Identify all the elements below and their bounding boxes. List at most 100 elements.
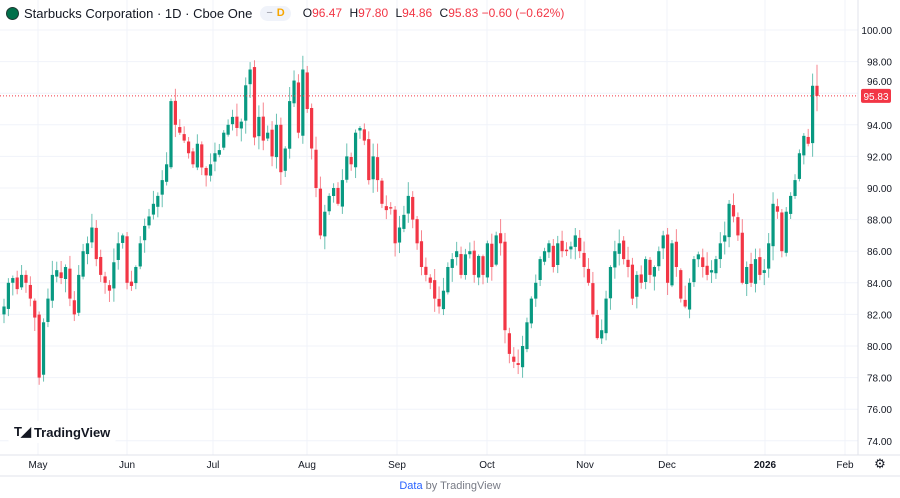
candle-body-up — [147, 216, 151, 226]
candle-body-up — [687, 282, 692, 310]
candle-body-up — [90, 227, 94, 243]
candle-body-up — [753, 259, 758, 284]
candle-body-down — [72, 300, 76, 315]
tradingview-watermark[interactable]: T◢ TradingView — [8, 421, 117, 443]
y-tick-label: 90.00 — [867, 184, 892, 195]
candle-body-down — [428, 277, 432, 283]
candle-body-up — [802, 135, 806, 156]
footer-attribution: Data by TradingView — [0, 480, 900, 492]
candle-body-up — [762, 270, 766, 273]
minus-icon: − — [266, 7, 273, 19]
candle-body-up — [327, 195, 331, 212]
x-tick-label: Jun — [119, 460, 135, 471]
candle-body-down — [674, 241, 678, 267]
candle-body-down — [490, 243, 494, 267]
candle-body-down — [459, 254, 463, 275]
candle-body-up — [208, 164, 213, 176]
candle-body-down — [780, 212, 784, 252]
candle-body-down — [665, 234, 670, 283]
y-tick-label: 100.00 — [861, 26, 892, 37]
candle-body-up — [745, 267, 749, 284]
x-tick-label: Nov — [576, 460, 594, 471]
candle-body-up — [397, 227, 402, 243]
y-tick-label: 84.00 — [867, 279, 892, 290]
candle-body-up — [692, 259, 696, 283]
candle-body-down — [182, 134, 186, 141]
candle-body-up — [556, 243, 560, 265]
candle-body-down — [424, 266, 428, 275]
candle-body-down — [758, 257, 762, 275]
candle-body-up — [226, 124, 230, 135]
candle-body-down — [411, 196, 415, 220]
candle-body-down — [384, 206, 388, 211]
candle-body-down — [103, 276, 107, 283]
candle-body-down — [367, 139, 371, 181]
x-tick-label: Dec — [658, 460, 676, 471]
candle-body-down — [279, 124, 283, 173]
settings-gear-icon[interactable]: ⚙ — [874, 456, 886, 471]
candle-body-down — [235, 116, 239, 128]
interval-badge[interactable]: − D — [260, 5, 291, 21]
y-tick-label: 86.00 — [867, 247, 892, 258]
candle-body-up — [767, 243, 771, 269]
candle-body-down — [679, 270, 683, 299]
candle-body-down — [261, 116, 265, 141]
candle-body-up — [723, 235, 727, 242]
y-tick-label: 88.00 — [867, 216, 892, 227]
tradingview-logo-icon: T◢ — [14, 424, 31, 439]
low-value: 94.86 — [402, 6, 433, 20]
candle-body-down — [336, 187, 340, 204]
candle-body-up — [617, 243, 621, 254]
candle-body-up — [116, 243, 120, 260]
y-tick-label: 74.00 — [867, 437, 892, 448]
candle-body-up — [534, 282, 538, 299]
candle-body-up — [292, 80, 296, 104]
candle-body-down — [512, 356, 516, 362]
candle-body-up — [569, 246, 573, 250]
candle-body-down — [125, 236, 129, 283]
candle-body-up — [288, 101, 292, 149]
candle-body-up — [657, 251, 661, 267]
candle-body-up — [789, 195, 793, 214]
candle-body-up — [169, 101, 173, 168]
candle-body-up — [463, 254, 468, 276]
candle-body-down — [775, 206, 780, 212]
candle-body-up — [353, 132, 358, 168]
candle-body-up — [714, 259, 718, 274]
candle-body-down — [622, 240, 626, 260]
candle-body-down — [736, 217, 740, 236]
candle-body-down — [731, 205, 736, 217]
candle-body-down — [393, 209, 397, 244]
candle-body-up — [77, 274, 81, 313]
candle-body-down — [419, 241, 424, 267]
x-tick-label: Jul — [207, 460, 220, 471]
candle-body-down — [191, 151, 195, 165]
symbol-logo-icon — [6, 6, 19, 20]
candle-body-up — [450, 259, 454, 268]
ohlc-readout: O96.47 H97.80 L94.86 C95.83 −0.60 (−0.62… — [299, 6, 565, 20]
y-tick-label: 76.00 — [867, 405, 892, 416]
open-value: 96.47 — [312, 6, 343, 20]
candle-body-up — [323, 211, 327, 237]
candle-body-up — [257, 116, 261, 137]
attribution-text: by TradingView — [425, 480, 501, 492]
candle-body-up — [406, 195, 410, 214]
x-tick-label: Sep — [388, 460, 406, 471]
candle-body-up — [230, 116, 235, 125]
candle-body-up — [468, 251, 472, 255]
y-tick-label: 96.00 — [867, 77, 892, 88]
candle-body-up — [547, 243, 551, 253]
candle-body-up — [195, 143, 199, 168]
candle-body-up — [573, 235, 577, 247]
candle-body-up — [81, 251, 85, 277]
candle-body-down — [564, 249, 569, 252]
candle-body-down — [178, 127, 182, 133]
candle-body-up — [670, 243, 674, 286]
candle-body-down — [389, 207, 393, 209]
candle-body-down — [68, 268, 72, 299]
candle-body-up — [2, 306, 6, 315]
symbol-title[interactable]: Starbucks Corporation · 1D · Cboe One — [24, 5, 253, 21]
candle-body-up — [652, 267, 656, 277]
data-link[interactable]: Data — [399, 480, 423, 492]
